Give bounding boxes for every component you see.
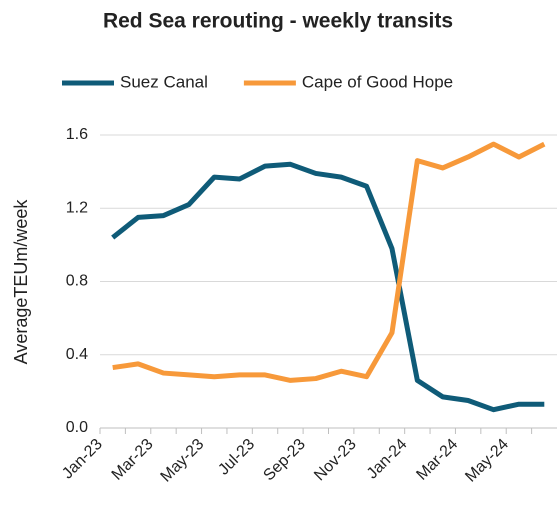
legend-label: Cape of Good Hope: [302, 72, 453, 91]
y-tick-label: 0.8: [66, 273, 88, 290]
y-tick-label: 0.4: [66, 346, 88, 363]
x-tick-label: Mar-24: [413, 436, 461, 484]
x-tick-label: Mar-23: [109, 436, 157, 484]
x-tick-label: Sep-23: [260, 436, 309, 485]
y-tick-label: 0.0: [66, 419, 88, 436]
chart-title: Red Sea rerouting - weekly transits: [103, 10, 453, 33]
x-tick-label: Jan-23: [59, 436, 106, 483]
x-tick-label: Jan-24: [364, 436, 411, 483]
line-series: [112, 141, 546, 383]
x-tick-label: May-24: [462, 436, 512, 486]
legend-label: Suez Canal: [120, 72, 208, 91]
y-axis-label: AverageTEUm/week: [11, 199, 31, 365]
x-tick-label: May-23: [158, 436, 208, 486]
y-tick-label: 1.6: [66, 126, 88, 143]
x-tick-label: Nov-23: [311, 436, 360, 485]
line-series: [111, 161, 545, 413]
x-tick-label: Jul-23: [215, 436, 258, 479]
y-tick-label: 1.2: [66, 199, 88, 216]
